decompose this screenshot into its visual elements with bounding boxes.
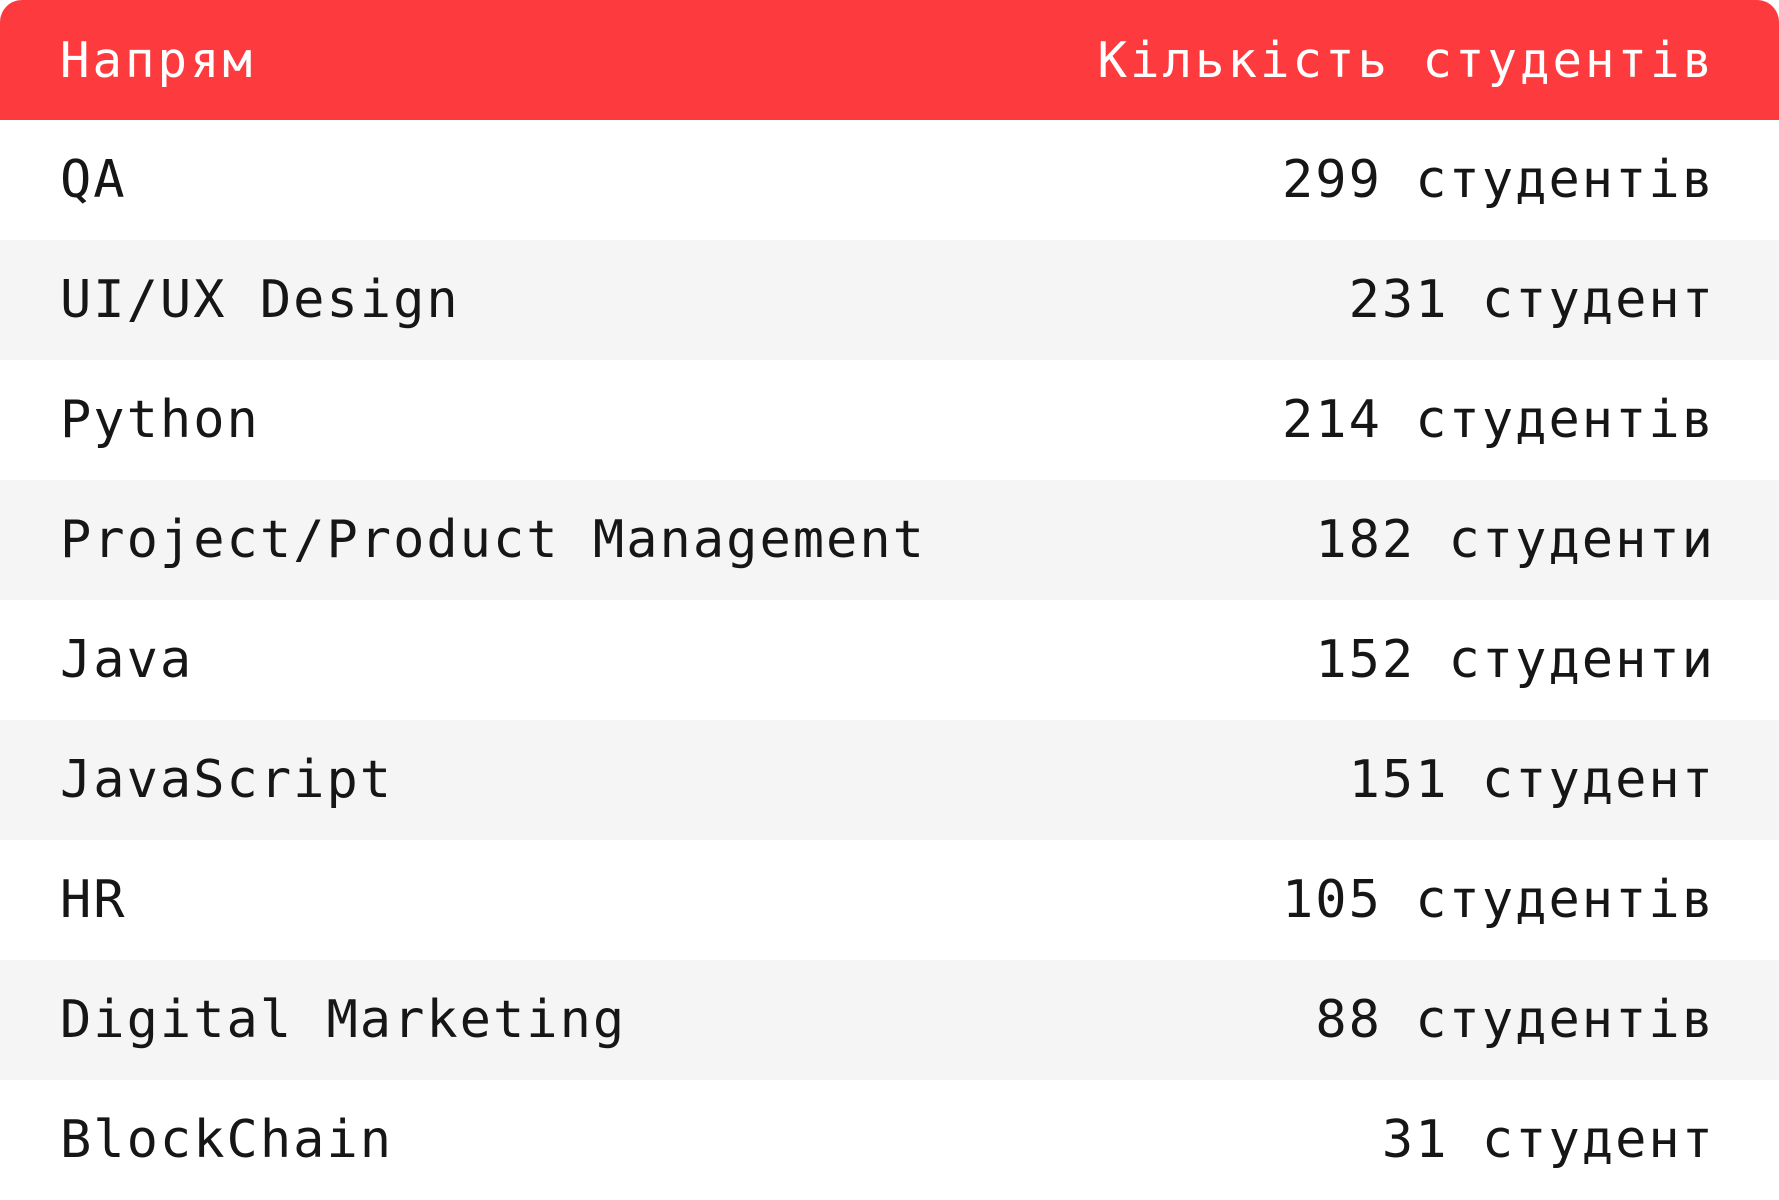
student-count-cell: 231 студент [1348,270,1715,330]
direction-cell: Project/Product Management [60,510,926,570]
direction-cell: Java [60,630,194,690]
direction-cell: JavaScript [60,750,394,810]
student-count-cell: 31 студент [1381,1110,1715,1170]
table-row: JavaScript 151 студент [0,720,1779,840]
direction-cell: HR [60,870,127,930]
table-row: BlockChain 31 студент [0,1080,1779,1200]
table-row: Java 152 студенти [0,600,1779,720]
direction-cell: BlockChain [60,1110,394,1170]
student-count-cell: 299 студентів [1282,150,1715,210]
student-count-cell: 182 студенти [1315,510,1715,570]
table-row: UI/UX Design 231 студент [0,240,1779,360]
direction-cell: Digital Marketing [60,990,627,1050]
direction-cell: QA [60,150,127,210]
student-count-cell: 105 студентів [1282,870,1715,930]
student-count-cell: 152 студенти [1315,630,1715,690]
student-count-cell: 214 студентів [1282,390,1715,450]
table-header: Напрям Кількість студентів [0,0,1779,120]
student-count-cell: 88 студентів [1315,990,1715,1050]
table-row: Digital Marketing 88 студентів [0,960,1779,1080]
header-student-count: Кількість студентів [1097,31,1715,89]
table-row: HR 105 студентів [0,840,1779,960]
direction-cell: Python [60,390,260,450]
student-count-cell: 151 студент [1348,750,1715,810]
header-direction: Напрям [60,31,256,89]
table-row: Project/Product Management 182 студенти [0,480,1779,600]
direction-cell: UI/UX Design [60,270,460,330]
table-row: QA 299 студентів [0,120,1779,240]
table-row: Python 214 студентів [0,360,1779,480]
